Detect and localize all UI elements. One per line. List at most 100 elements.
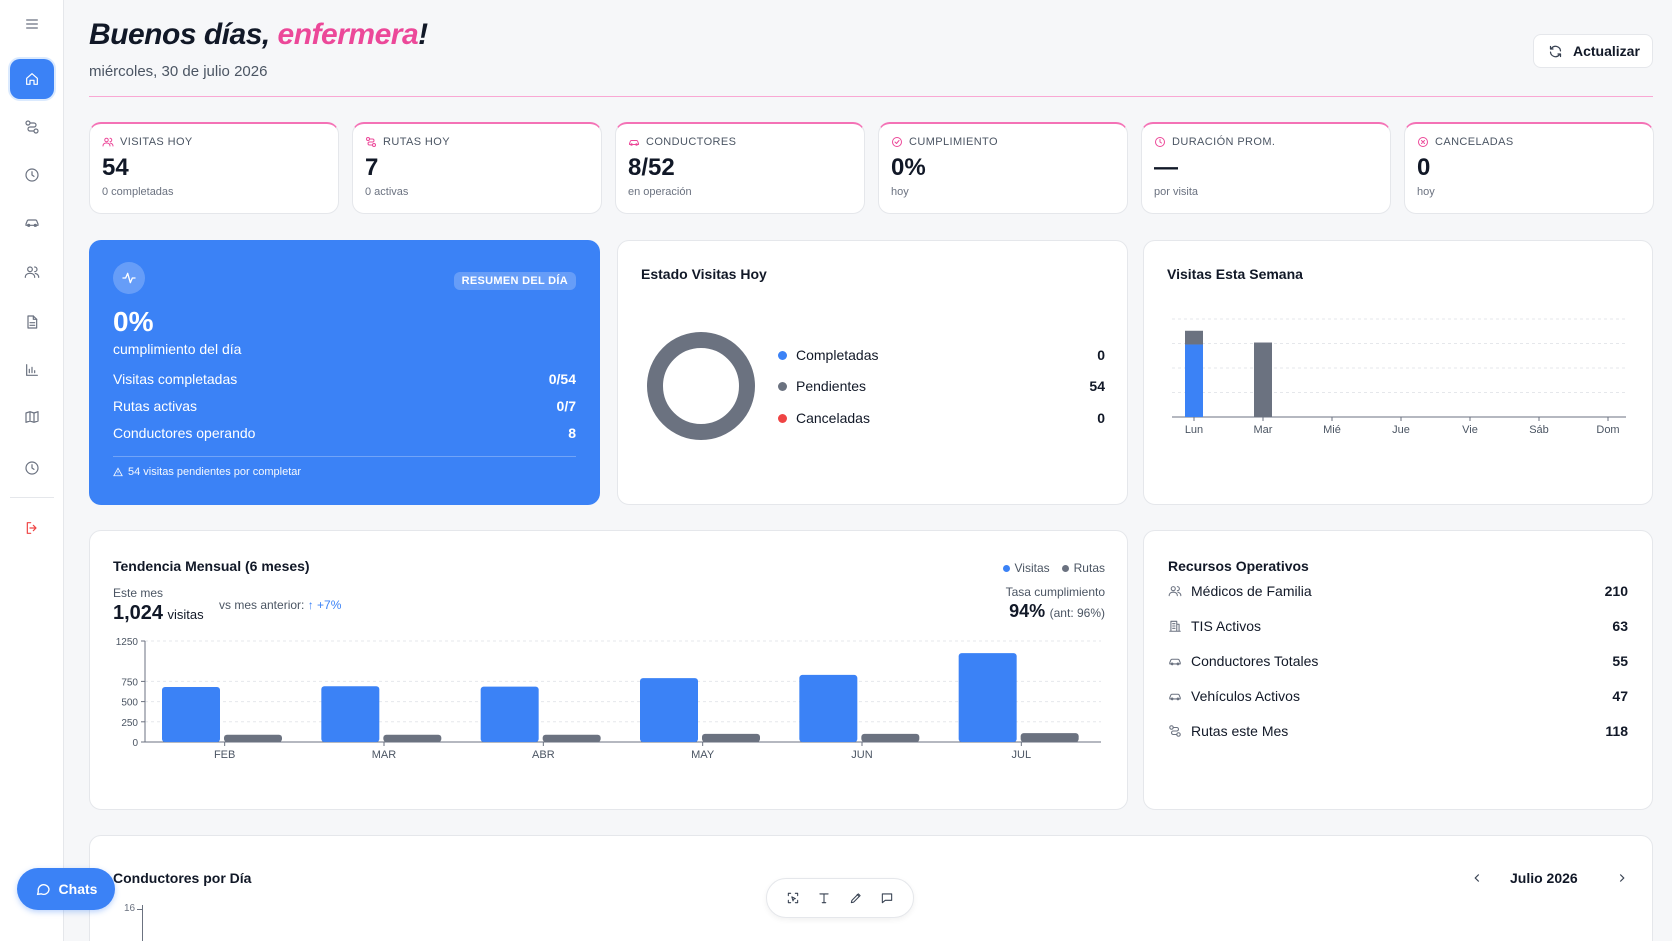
recursos-card: Recursos Operativos Médicos de Familia 21… [1143,530,1653,810]
resource-value: 63 [1612,618,1628,634]
sidebar-item-schedule[interactable] [10,448,54,488]
stat-sub: 0 completadas [102,186,174,198]
logout-icon [26,522,37,534]
legend-value: 0 [1097,347,1105,363]
route-icon [25,120,39,134]
sidebar-item-vehicles[interactable] [10,202,54,242]
stat-sub: por visita [1154,186,1199,198]
resource-row-medicos: Médicos de Familia 210 [1168,583,1628,599]
rutas-bar [702,733,760,742]
x-tick-label: JUN [851,749,872,761]
select-tool-button[interactable] [782,887,804,909]
sidebar-item-map[interactable] [10,397,54,437]
x-tick-label: Jue [1392,424,1410,436]
chevron-right-icon [1619,874,1625,882]
greeting-punct: ! [418,18,428,51]
users-icon [102,137,114,147]
card-title: Visitas Esta Semana [1167,266,1303,282]
legend-dot [778,350,787,360]
y-tick-label: 0 [132,738,138,749]
stat-card-canceladas: CANCELADAS 0 hoy [1404,122,1654,214]
sidebar [0,0,64,941]
este-mes-value: 1,024 [113,602,164,624]
comment-tool-button[interactable] [876,887,898,909]
y-tick-label: 750 [121,677,138,688]
summary-row-label: Conductores operando [113,425,256,441]
estado-visitas-card: Estado Visitas Hoy Completadas 0 Pendient… [617,240,1128,505]
prev-month-button[interactable] [1465,866,1489,890]
summary-divider [113,456,576,457]
resource-value: 55 [1612,653,1628,669]
card-title: Tendencia Mensual (6 meses) [113,558,310,574]
text-tool-button[interactable] [813,887,835,909]
y-axis-line [142,905,143,941]
resource-row-rutas: Rutas este Mes 118 [1168,723,1628,739]
tasa-prev: (ant: 96%) [1049,606,1105,620]
resource-label: Conductores Totales [1191,653,1319,669]
header-divider [89,96,1653,97]
summary-row: Visitas completadas 0/54 [113,371,576,387]
visitas-bar [958,653,1017,742]
legend-label: Canceladas [796,410,870,426]
card-title: Estado Visitas Hoy [641,266,767,282]
legend-row-canceladas: Canceladas 0 [778,410,1105,426]
chats-label: Chats [58,881,98,897]
pen-tool-button[interactable] [845,887,867,909]
chevron-left-icon [1474,874,1480,882]
sidebar-item-home[interactable] [10,59,54,99]
legend-value: 54 [1089,378,1105,394]
menu-icon [26,19,38,29]
refresh-button[interactable]: Actualizar [1533,34,1653,68]
card-title: Recursos Operativos [1168,558,1309,574]
page-title: Buenos días, enfermera! [89,18,428,52]
summary-row-value: 8 [568,425,576,441]
stat-value: 0 [1417,154,1431,181]
route-icon [366,137,376,147]
legend-dot [1002,564,1010,572]
sidebar-divider [10,497,54,498]
rutas-bar [224,734,282,742]
summary-row: Rutas activas 0/7 [113,398,576,414]
comparison-label: vs mes anterior: [219,598,305,612]
bar-chart-icon [26,364,38,376]
legend-label: Pendientes [796,378,867,394]
sidebar-item-history[interactable] [10,155,54,195]
visitas-bar [799,674,858,742]
x-tick-label: Vie [1462,424,1478,436]
stat-value: 0% [891,154,926,181]
stat-sub: 0 activas [365,186,409,198]
stat-label: CONDUCTORES [646,136,737,148]
summary-row-label: Rutas activas [113,398,198,414]
stat-sub: hoy [1417,186,1435,198]
y-tick-mark [137,909,142,910]
menu-toggle-button[interactable] [10,4,54,44]
sidebar-item-reports[interactable] [10,350,54,390]
stat-label: RUTAS HOY [383,136,450,148]
logout-button[interactable] [10,508,54,548]
rutas-bar [861,733,920,742]
resource-label: Rutas este Mes [1191,723,1289,739]
x-tick-label: Sáb [1529,424,1549,436]
comparison-value: ↑ +7% [307,598,342,612]
week-bar [1185,330,1203,345]
sidebar-item-routes[interactable] [10,107,54,147]
sidebar-item-users[interactable] [10,252,54,292]
summary-row-value: 0/7 [556,398,576,414]
legend-label: Completadas [796,347,879,363]
next-month-button[interactable] [1610,866,1634,890]
activity-icon-wrap [113,262,145,294]
comment-icon [882,893,893,904]
legend-row-completadas: Completadas 0 [778,347,1105,363]
warning-icon [113,467,123,477]
sidebar-item-documents[interactable] [10,302,54,342]
x-tick-label: Mié [1323,424,1341,436]
map-icon [25,411,39,423]
stat-value: 54 [102,154,129,181]
refresh-label: Actualizar [1573,43,1640,59]
legend-dot [1061,564,1069,572]
chats-button[interactable]: Chats [17,868,115,910]
x-tick-label: Dom [1596,424,1619,436]
legend-item-rutas: Rutas [1061,561,1105,575]
summary-percentage: 0% [113,306,154,337]
summary-row-label: Visitas completadas [113,371,238,387]
